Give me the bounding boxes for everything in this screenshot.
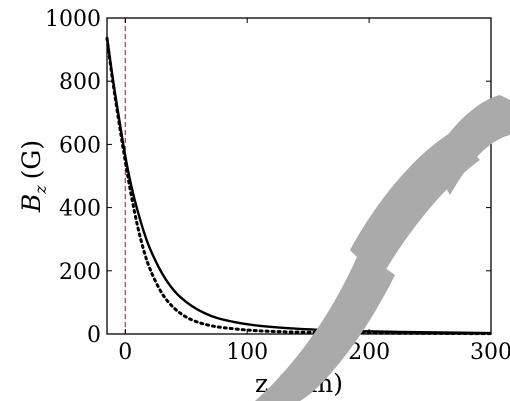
tick-layer: 0 100 200 300 0 200 400 600 800 1000: [45, 7, 510, 365]
y-tick-label: 0: [87, 323, 101, 348]
watermark-stroke-3: [430, 95, 510, 195]
y-axis-label: Bz (G): [17, 140, 50, 213]
y-tick-label: 200: [59, 260, 101, 285]
y-tick-label: 600: [59, 133, 101, 158]
plot-layer: [105, 18, 493, 336]
watermark-stroke-1: [255, 250, 395, 401]
series-line-dotted: [105, 37, 493, 336]
x-tick-label: 200: [348, 340, 390, 365]
plot-frame: [106, 17, 492, 335]
y-axis-label-subscript: z: [31, 185, 50, 195]
y-axis-label-symbol: B: [17, 194, 46, 213]
x-tick-label: 300: [470, 340, 510, 365]
y-tick-label: 800: [59, 70, 101, 95]
y-axis-label-unit: (G): [17, 140, 46, 179]
y-tick-label: 400: [59, 197, 101, 222]
x-tick-label: 100: [226, 340, 268, 365]
y-tick-label: 1000: [45, 7, 101, 32]
x-tick-label: 0: [118, 340, 132, 365]
svg-text:Bz(G): Bz (G): [17, 140, 50, 213]
